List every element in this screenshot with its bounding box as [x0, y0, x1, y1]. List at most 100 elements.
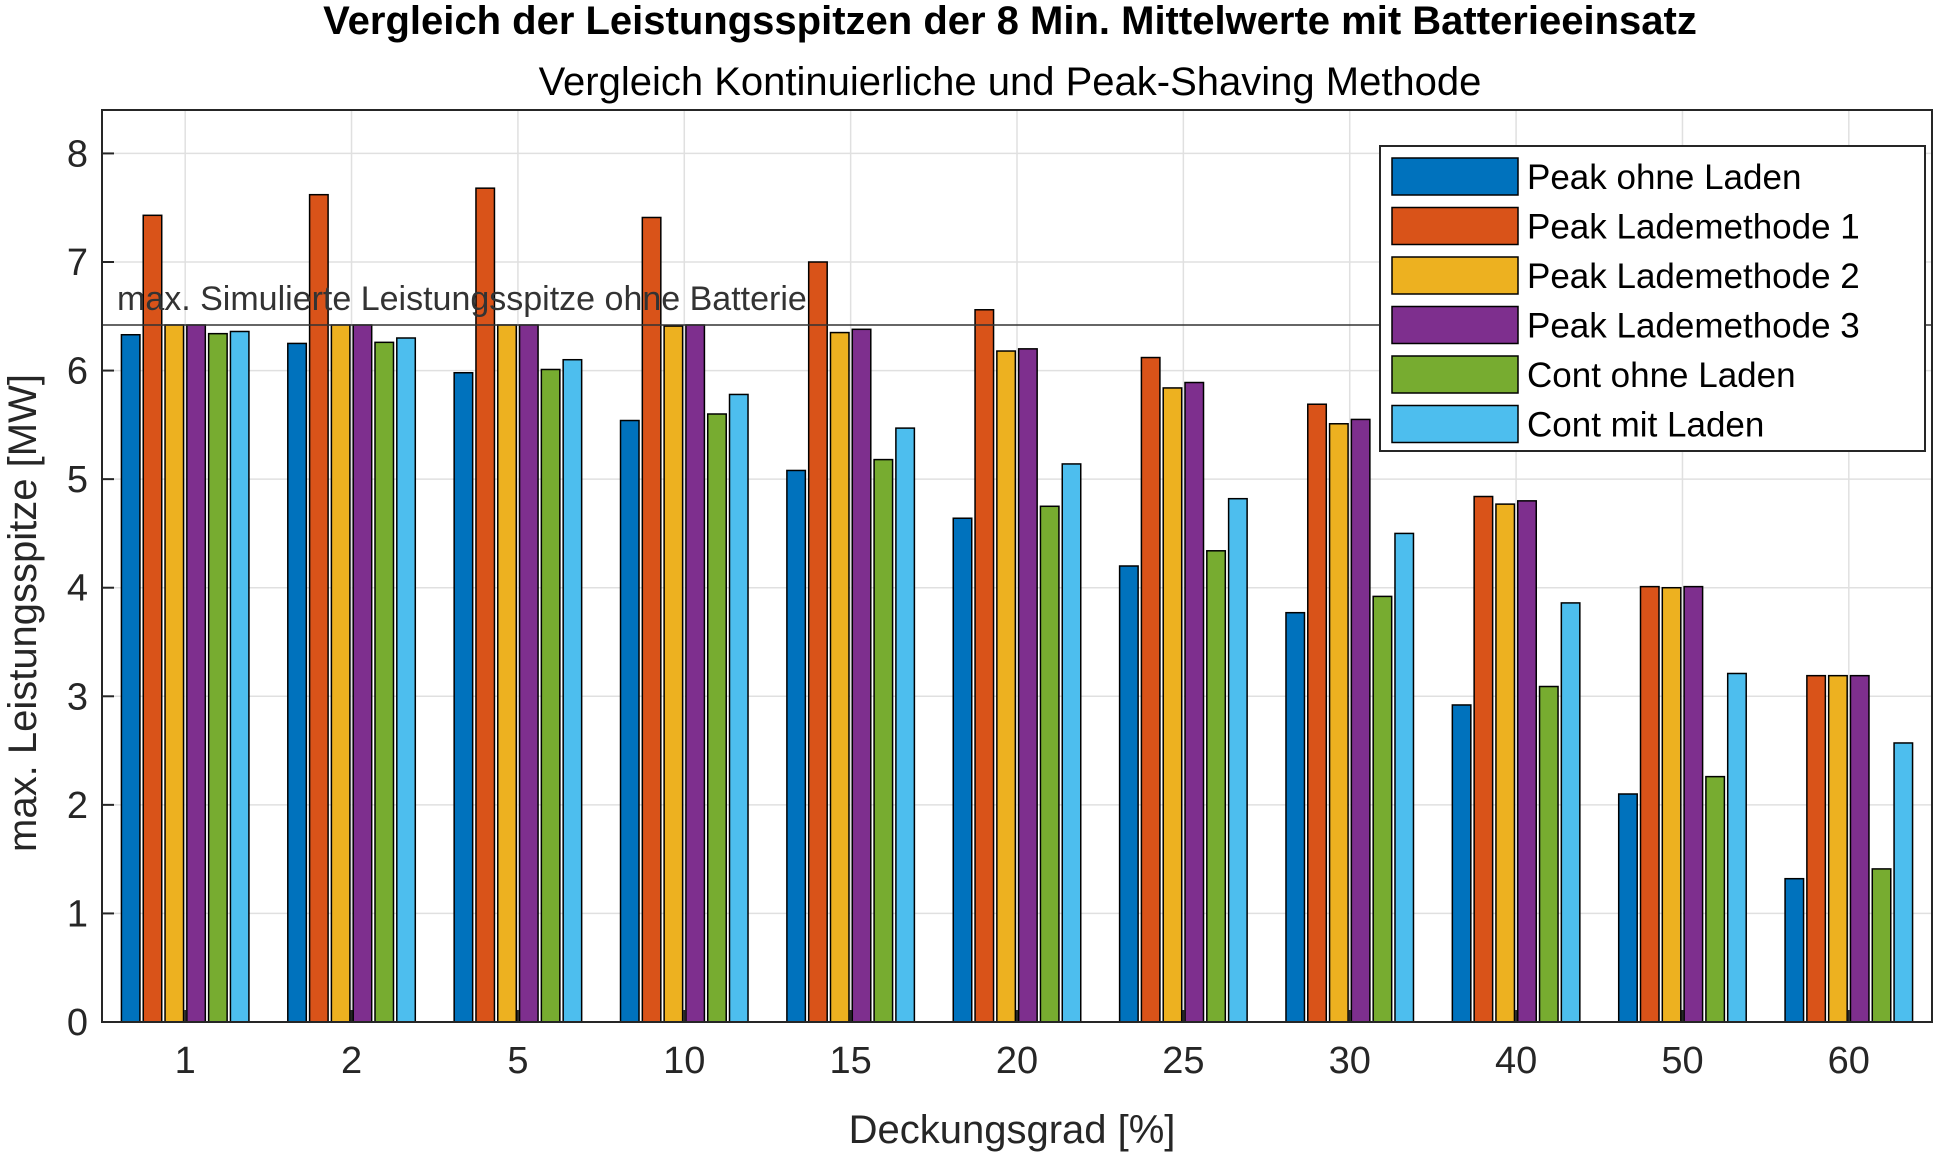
- legend-box: [1379, 145, 1926, 452]
- bar: [1039, 505, 1060, 1023]
- bar: [1473, 495, 1494, 1023]
- x-tick-label: 15: [829, 1040, 871, 1082]
- bar: [1328, 423, 1349, 1023]
- bar: [1118, 565, 1139, 1023]
- bar: [1661, 586, 1682, 1023]
- x-tick-label: 20: [996, 1040, 1038, 1082]
- y-axis-label: max. Leistungsspitze [MW]: [1, 374, 45, 852]
- bar: [1162, 387, 1183, 1023]
- bar: [120, 333, 141, 1023]
- legend: Peak ohne Laden Peak Lademethode 1 Peak La…: [1379, 145, 1926, 452]
- bar: [1784, 877, 1805, 1023]
- x-axis-ticks: 1 2 5 10 15 20 25 30 40 50 60: [175, 1010, 1870, 1082]
- reference-line-label: max. Simulierte Leistungsspitze ohne Bat…: [117, 280, 807, 318]
- legend-swatch: [1391, 206, 1519, 246]
- legend-swatch: [1391, 256, 1519, 295]
- bar: [873, 458, 894, 1023]
- bar: [1140, 356, 1161, 1023]
- reference-line-group: max. Simulierte Leistungsspitze ohne Bat…: [102, 280, 1932, 326]
- x-tick-label: 1: [175, 1040, 196, 1082]
- bar: [619, 419, 640, 1023]
- legend-label: Cont mit Laden: [1527, 406, 1764, 445]
- bar: [851, 328, 872, 1023]
- bar: [142, 214, 163, 1023]
- legend-label: Peak Lademethode 2: [1527, 257, 1860, 296]
- x-tick-label: 5: [507, 1040, 528, 1082]
- y-tick-label: 6: [67, 351, 88, 393]
- y-tick-label: 7: [67, 242, 88, 284]
- bar: [1871, 868, 1892, 1023]
- bar: [1307, 403, 1328, 1023]
- bar: [728, 393, 749, 1023]
- bar: [685, 324, 706, 1023]
- bar: [1639, 585, 1660, 1023]
- bar: [807, 261, 828, 1023]
- bar: [663, 325, 684, 1023]
- bar: [1017, 348, 1038, 1023]
- bar: [829, 331, 850, 1023]
- bar: [1538, 685, 1559, 1023]
- bar: [895, 427, 916, 1023]
- legend-label: Cont ohne Laden: [1527, 356, 1796, 395]
- bars: [120, 187, 1914, 1023]
- bar: [952, 517, 973, 1023]
- bar: [1227, 497, 1248, 1023]
- bar: [974, 309, 995, 1023]
- bar: [1495, 503, 1516, 1023]
- legend-label: Peak Lademethode 1: [1527, 208, 1860, 247]
- bar: [374, 341, 395, 1023]
- bar: [1893, 742, 1914, 1023]
- y-tick-label: 2: [67, 785, 88, 827]
- bar: [1560, 602, 1581, 1023]
- bar: [1184, 381, 1205, 1023]
- x-tick-label: 60: [1828, 1040, 1870, 1082]
- x-tick-label: 30: [1329, 1040, 1371, 1082]
- bar: [540, 368, 561, 1023]
- bar: [996, 350, 1017, 1023]
- bar: [786, 469, 807, 1023]
- bar: [1061, 463, 1082, 1023]
- y-tick-label: 0: [67, 1002, 88, 1044]
- bar: [1451, 704, 1472, 1023]
- bar: [1372, 595, 1393, 1023]
- bar: [1206, 550, 1227, 1023]
- x-tick-label: 25: [1162, 1040, 1204, 1082]
- bar: [518, 324, 539, 1023]
- chart-subtitle: Vergleich Kontinuierliche und Peak-Shavi…: [539, 60, 1482, 104]
- y-tick-label: 8: [67, 133, 88, 175]
- bar: [1806, 674, 1827, 1023]
- bar: [641, 216, 662, 1023]
- bar: [562, 358, 583, 1023]
- bar: [706, 413, 727, 1023]
- bar: [1350, 418, 1371, 1023]
- y-tick-label: 3: [67, 676, 88, 718]
- bar: [164, 324, 185, 1023]
- bar: [1827, 674, 1848, 1023]
- y-tick-label: 1: [67, 893, 88, 935]
- x-tick-label: 2: [341, 1040, 362, 1082]
- x-tick-label: 50: [1661, 1040, 1703, 1082]
- y-tick-label: 4: [67, 568, 88, 610]
- x-axis-label: Deckungsgrad [%]: [849, 1108, 1176, 1152]
- bar: [1849, 674, 1870, 1023]
- legend-swatch: [1391, 157, 1519, 196]
- bar: [330, 324, 351, 1023]
- bar: [1394, 532, 1415, 1023]
- legend-swatch: [1391, 404, 1519, 444]
- bar: [1726, 672, 1747, 1023]
- bar: [352, 324, 373, 1023]
- y-axis-ticks: 0 1 2 3 4 5 6 7 8: [67, 133, 114, 1044]
- x-tick-label: 40: [1495, 1040, 1537, 1082]
- y-tick-label: 5: [67, 459, 88, 501]
- legend-swatch: [1391, 355, 1519, 394]
- legend-label: Peak ohne Laden: [1527, 158, 1801, 197]
- bar: [1705, 775, 1726, 1023]
- legend-label: Peak Lademethode 3: [1527, 307, 1860, 346]
- x-tick-label: 10: [663, 1040, 705, 1082]
- bar: [1617, 793, 1638, 1023]
- bar: [396, 337, 417, 1023]
- bar: [186, 324, 207, 1023]
- bar: [1285, 611, 1306, 1023]
- bar: [1516, 500, 1537, 1023]
